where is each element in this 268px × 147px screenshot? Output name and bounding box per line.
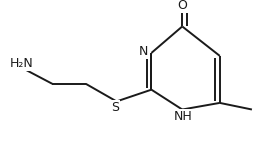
Text: NH: NH bbox=[174, 110, 193, 123]
Text: O: O bbox=[177, 0, 187, 12]
Text: N: N bbox=[139, 45, 148, 58]
Text: H₂N: H₂N bbox=[10, 57, 33, 70]
Text: S: S bbox=[111, 101, 119, 114]
